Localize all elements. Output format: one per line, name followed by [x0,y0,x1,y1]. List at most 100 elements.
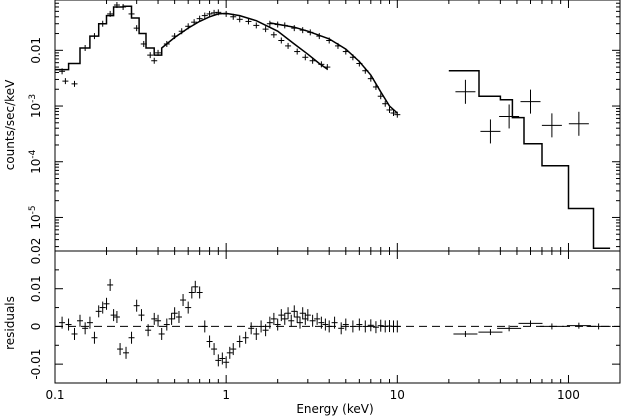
data-point-soft [262,26,269,33]
data-point-soft [62,78,69,85]
residual-point-soft-res [201,320,208,333]
data-point-soft [215,9,222,16]
residual-point-soft-res [281,312,288,325]
data-point-hard [326,37,333,44]
residual-point-soft-res [338,322,345,335]
data-point-soft [211,9,218,16]
data-point-soft [206,10,213,17]
data-point-hard [349,54,356,61]
residual-point-soft-res [145,324,152,337]
residual-point-soft-res [168,312,175,325]
data-point-hard [367,75,374,82]
data-point-soft [318,61,325,68]
data-point-soft [107,10,114,17]
residual-point-soft-res [211,343,218,356]
data-point-hard [356,60,363,67]
data-point-hard [281,22,288,29]
residual-point-bat-res [453,330,478,337]
residual-y-tick-label: 0.02 [29,238,43,265]
residual-point-soft-res [91,331,98,344]
residual-point-soft-res [314,312,321,325]
data-point-bat [541,113,562,138]
residual-point-soft-res [133,299,140,312]
residual-point-soft-res [356,318,363,331]
model-line-bat-model [448,69,611,250]
spectrum-model-lines [55,5,611,250]
data-point-hard [342,48,349,55]
residual-point-bat-res [539,323,564,330]
residual-data-points [59,278,611,369]
residual-point-soft-res [270,312,277,325]
residual-point-soft-res [226,346,233,359]
data-point-hard [377,93,384,100]
data-point-soft [245,18,252,25]
residual-y-axis-label: residuals [3,296,17,350]
spectrum-frame [54,0,621,252]
residual-point-soft-res [394,320,401,333]
data-point-soft [120,3,127,10]
residual-point-soft-res [248,322,255,335]
residual-point-soft-res [367,319,374,332]
data-point-hard [274,21,281,28]
residual-point-soft-res [86,316,93,329]
data-point-soft [236,16,243,23]
data-point-hard [299,27,306,34]
residual-point-soft-res [138,309,145,322]
residual-point-soft-res [331,316,338,329]
data-point-bat [520,89,541,114]
residual-point-soft-res [188,286,195,299]
residual-point-soft-res [113,311,120,323]
residual-point-soft-res [288,314,295,327]
data-point-soft [324,64,331,71]
data-point-hard [386,106,393,113]
residual-point-soft-res [206,335,213,348]
residual-panel: 0.02 0.01 0 -0.01 residuals [3,238,621,384]
data-point-soft [253,22,260,29]
residual-point-bat-res [497,325,522,332]
residual-point-soft-res [65,318,72,331]
data-point-soft [285,42,292,49]
residual-point-soft-res [95,305,102,318]
residual-point-soft-res [322,318,329,331]
data-point-hard [334,42,341,49]
residual-point-soft-res [304,309,311,322]
residual-point-soft-res [103,297,110,310]
residual-point-soft-res [77,314,84,327]
data-point-soft [128,10,135,17]
residual-point-soft-res [253,327,260,340]
data-point-soft [155,49,162,56]
residual-point-soft-res [236,335,243,348]
data-point-bat [499,104,520,129]
data-point-soft [71,80,78,87]
data-point-soft [59,68,66,75]
residual-point-soft-res [349,320,356,333]
residual-point-soft-res [99,301,106,314]
residual-y-tick-label: 0 [29,323,43,331]
residual-point-soft-res [107,278,114,291]
spectrum-data-points [59,2,589,144]
data-point-soft [309,57,316,64]
residual-point-soft-res [128,331,135,344]
data-point-soft [151,57,158,64]
data-point-hard [307,29,314,36]
residual-point-soft-res [155,314,162,327]
residual-point-soft-res [342,318,349,331]
residual-point-soft-res [309,314,316,327]
residual-point-soft-res [326,320,333,333]
residual-point-soft-res [215,354,222,367]
data-point-soft [178,28,185,35]
residual-point-soft-res [171,307,178,320]
residual-point-soft-res [362,320,369,333]
data-point-hard [394,111,401,118]
data-point-hard [316,33,323,40]
residual-point-soft-res [117,343,124,356]
x-tick-label: 10 [390,388,405,402]
data-point-soft [99,20,106,27]
residual-point-soft-res [110,309,117,322]
residual-point-soft-res [71,327,78,340]
model-line-soft-model [55,5,328,71]
data-point-hard [382,100,389,107]
residual-point-soft-res [266,316,273,329]
residual-point-soft-res [151,312,158,325]
spectrum-y-tick-label: 10-3 [28,94,43,118]
